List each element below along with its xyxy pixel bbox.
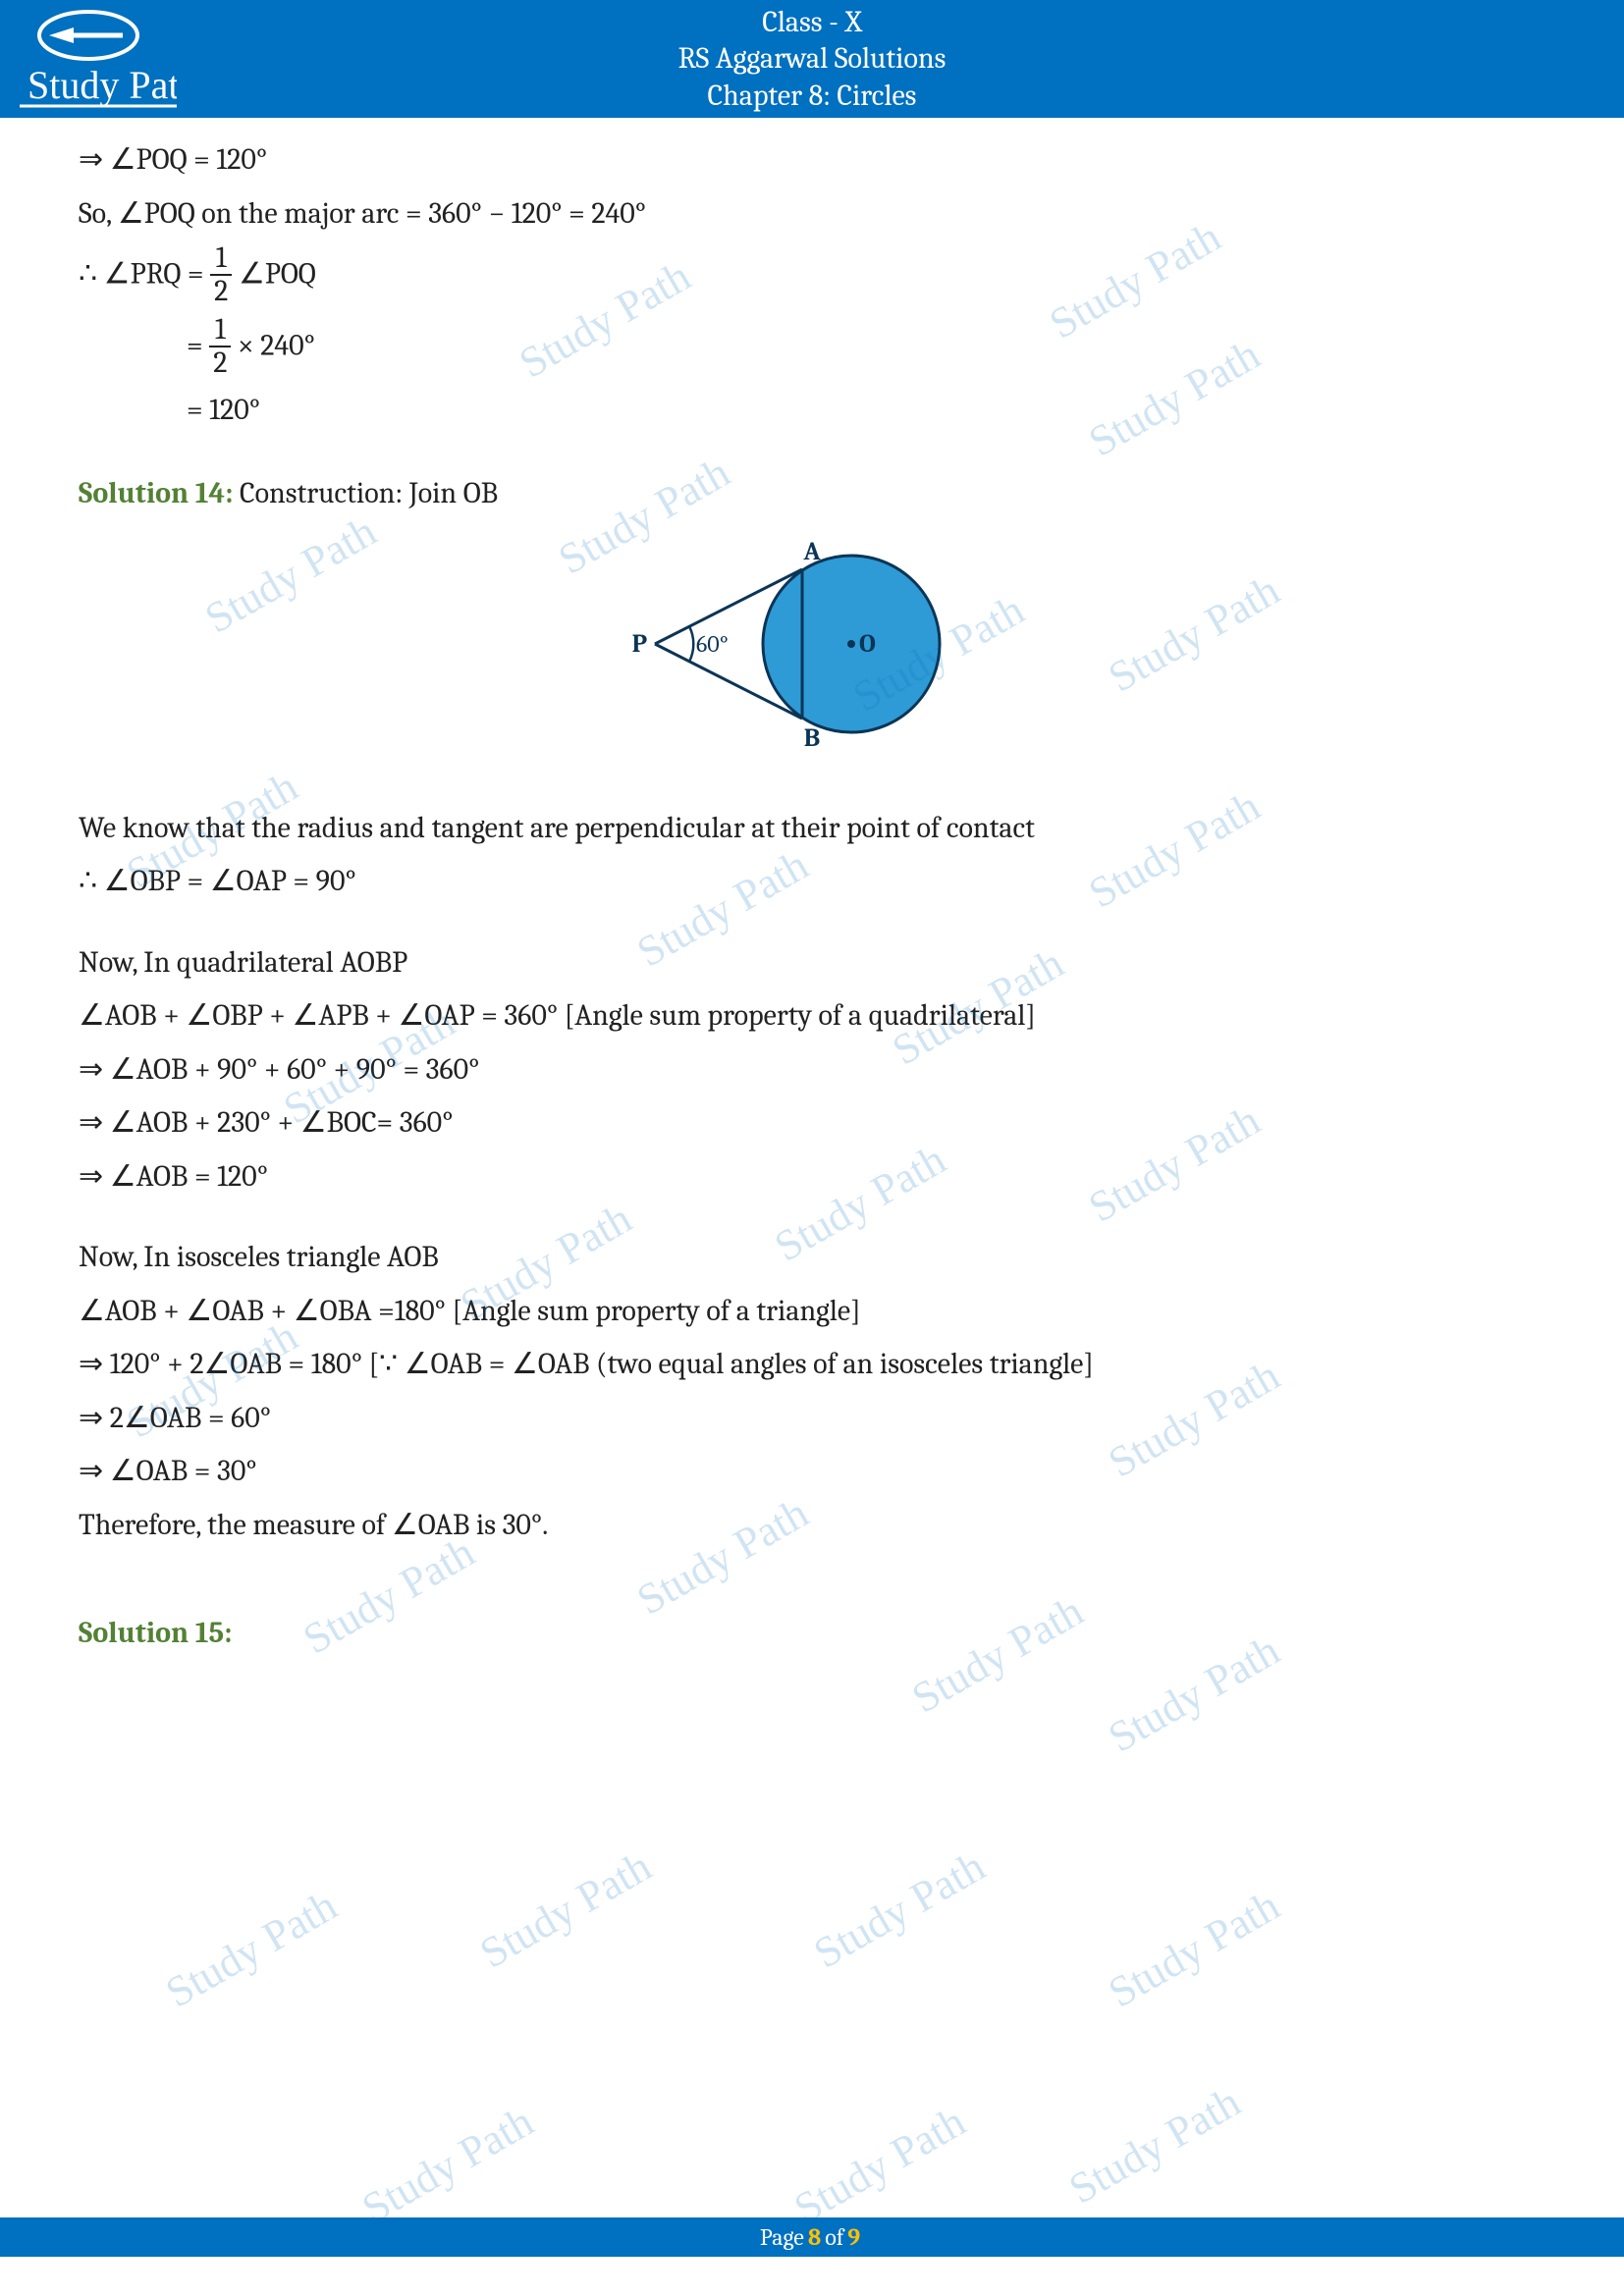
svg-text:60°: 60° [696,630,729,658]
eq-part: = [187,329,209,363]
fraction-denominator: 2 [210,276,232,307]
watermark: Study Path [1100,1880,1288,2017]
fraction: 1 2 [210,242,232,306]
footer-page-total: 9 [843,2223,864,2251]
fraction-denominator: 2 [209,347,231,379]
text-line: ⇒ ∠POQ = 120° [79,137,1545,184]
solution-heading-line: Solution 14: Construction: Join OB [79,471,1545,517]
footer-prefix: Page [760,2223,804,2251]
watermark: Study Path [157,1880,346,2017]
page-content: ⇒ ∠POQ = 120° So, ∠POQ on the major arc … [0,118,1624,1657]
text-line: Now, In quadrilateral AOBP [79,940,1545,987]
text-line: Now, In isosceles triangle AOB [79,1235,1545,1281]
text-line: ⇒ ∠AOB + 90° + 60° + 90° = 360° [79,1047,1545,1094]
text-line: Therefore, the measure of ∠OAB is 30°. [79,1503,1545,1549]
fraction-numerator: 1 [209,314,231,347]
page-footer: Page 8 of 9 [0,2217,1624,2257]
header-titles: Class - X RS Aggarwal Solutions Chapter … [0,4,1624,115]
class-line: Class - X [0,4,1624,41]
solution-heading-tail: Construction: Join OB [240,476,498,510]
watermark: Study Path [471,1841,660,1978]
diagram: A B P O 60° [79,526,1545,786]
title-line: RS Aggarwal Solutions [0,40,1624,78]
fraction-numerator: 1 [210,242,232,276]
text-line: ⇒ ∠AOB = 120° [79,1154,1545,1201]
solution-heading: Solution 15: [79,1616,232,1650]
solution-heading-line: Solution 15: [79,1611,1545,1657]
svg-text:A: A [803,537,822,566]
solution-heading: Solution 14: [79,476,240,510]
logo: Study Path [20,8,177,115]
text-line: ⇒ 2∠OAB = 60° [79,1396,1545,1442]
text-line: ⇒ ∠OAB = 30° [79,1449,1545,1495]
watermark: Study Path [1060,2076,1249,2214]
page-header: Study Path Class - X RS Aggarwal Solutio… [0,0,1624,118]
footer-page-current: 8 [804,2223,825,2251]
fraction: 1 2 [209,314,231,378]
svg-text:B: B [804,723,820,753]
footer-of: of [825,2223,843,2251]
text-line: ∠AOB + ∠OBP + ∠APB + ∠OAP = 360° [Angle … [79,993,1545,1040]
chapter-line: Chapter 8: Circles [0,78,1624,115]
circle-tangent-diagram: A B P O 60° [596,526,1028,772]
eq-part: ∠POQ [239,257,316,292]
svg-text:P: P [632,629,647,659]
equation-line: = 1 2 × 240° [79,316,1545,380]
equation-line: = 120° [79,388,1545,434]
watermark: Study Path [353,2096,542,2233]
eq-part: × 240° [238,329,315,363]
text-line: ∴ ∠OBP = ∠OAP = 90° [79,859,1545,905]
svg-text:O: O [859,629,876,659]
equation-line: ∴ ∠PRQ = 1 2 ∠POQ [79,244,1545,308]
text-line: So, ∠POQ on the major arc = 360° − 120° … [79,191,1545,238]
text-line: ∠AOB + ∠OAB + ∠OBA =180° [Angle sum prop… [79,1289,1545,1335]
text-line: We know that the radius and tangent are … [79,806,1545,852]
logo-svg: Study Path [20,8,177,111]
watermark: Study Path [785,2096,974,2233]
text-line: ⇒ 120° + 2∠OAB = 180° [∵ ∠OAB = ∠OAB (tw… [79,1342,1545,1388]
eq-part: ∴ ∠PRQ = [79,257,210,292]
equation-block: ∴ ∠PRQ = 1 2 ∠POQ = 1 2 × 240° = 120° [79,244,1545,434]
logo-text: Study Path [27,63,177,107]
watermark: Study Path [805,1841,994,1978]
text-line: ⇒ ∠AOB + 230° + ∠BOC= 360° [79,1100,1545,1147]
